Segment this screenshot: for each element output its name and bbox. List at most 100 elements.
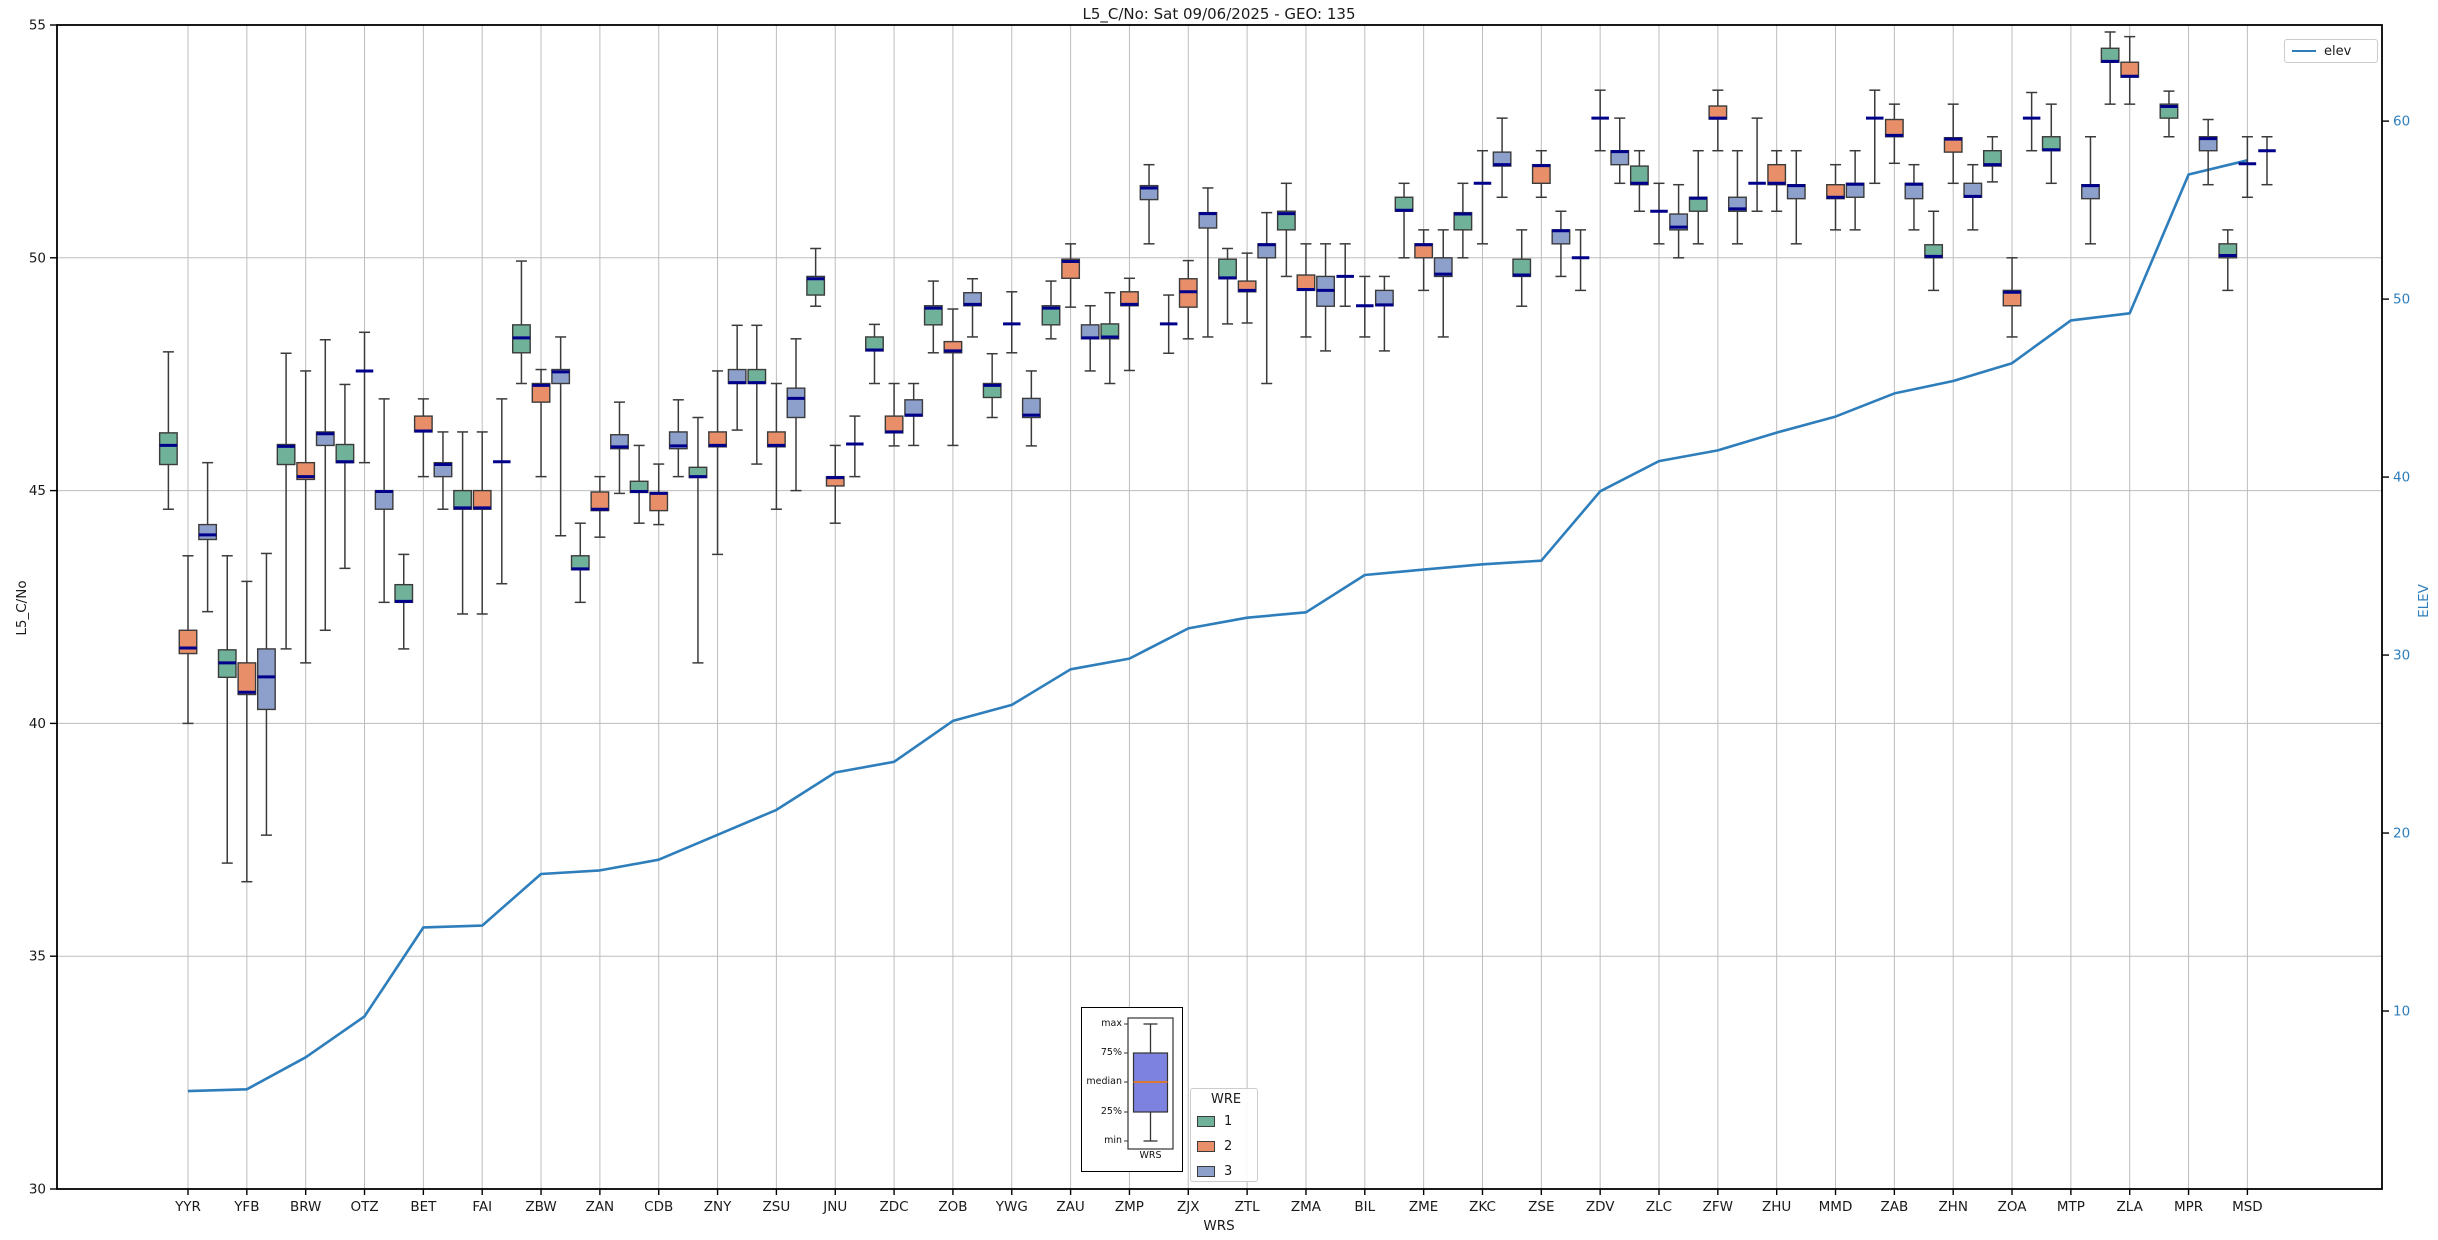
box-ZOA-wre1 (1982, 135, 2002, 183)
x-tick-ZLC: ZLC (1646, 1199, 1672, 1215)
box-BET-wre2 (413, 398, 433, 478)
box-MMD-wre3 (1845, 149, 1865, 231)
x-tick-MMD: MMD (1819, 1199, 1853, 1215)
wre-legend-row: 2 (1197, 1134, 1257, 1159)
x-tick-YWG: YWG (995, 1199, 1028, 1215)
x-axis-label: WRS (1203, 1218, 1235, 1234)
x-tick-ZAN: ZAN (586, 1199, 615, 1215)
y-tick-right: 30 (2393, 648, 2410, 664)
box-OTZ-wre3 (374, 398, 394, 604)
box-MMD-wre2 (1826, 163, 1845, 231)
box-YFB-wre3 (256, 552, 276, 836)
anatomy-75-label: 75% (1100, 1047, 1122, 1058)
box-ZTL-wre2 (1237, 252, 1257, 324)
y-axis-label-left: L5_C/No (14, 580, 30, 636)
box-YFB-wre2 (237, 580, 257, 883)
x-tick-ZMA: ZMA (1291, 1199, 1322, 1215)
box-ZBW-wre3 (551, 336, 571, 537)
box-ZTL-wre1 (1218, 247, 1237, 325)
anatomy-25-label: 25% (1100, 1106, 1122, 1117)
box-ZKC-wre2 (1473, 149, 1492, 245)
y-tick-left: 40 (29, 716, 46, 732)
box-YYR-wre2 (178, 555, 198, 725)
box-MSD-wre3 (2258, 135, 2276, 186)
box-ZMA-wre1 (1276, 182, 1296, 278)
y-tick-left: 50 (29, 250, 46, 266)
box-ZAB-wre1 (1866, 89, 1884, 185)
y-tick-right: 50 (2393, 292, 2410, 308)
elev-legend-label: elev (2324, 43, 2352, 59)
box-ZFW-wre3 (1727, 149, 1747, 245)
box-ZSE-wre1 (1512, 229, 1532, 307)
box-ZMP-wre3 (1139, 163, 1159, 245)
anatomy-xlabel: WRS (1139, 1150, 1162, 1161)
box-ZAU-wre2 (1061, 243, 1081, 308)
box-ZNY-wre1 (688, 416, 708, 664)
x-tick-ZNY: ZNY (704, 1199, 732, 1215)
wre-legend-row: 1 (1197, 1109, 1257, 1134)
box-ZAB-wre3 (1904, 163, 1924, 231)
box-FAI-wre2 (472, 431, 492, 615)
x-tick-JNU: JNU (822, 1199, 847, 1215)
box-ZMA-wre3 (1316, 243, 1336, 352)
elev-legend: elev (2284, 39, 2378, 63)
x-tick-ZOB: ZOB (938, 1199, 967, 1215)
anatomy-diagram (1124, 1017, 1174, 1150)
x-tick-ZSE: ZSE (1528, 1199, 1554, 1215)
wre-2-boxes (178, 35, 2257, 883)
x-tick-ZHU: ZHU (1762, 1199, 1791, 1215)
box-ZME-wre2 (1414, 229, 1434, 292)
x-tick-YFB: YFB (233, 1199, 259, 1215)
box-FAI-wre1 (453, 431, 473, 615)
y-tick-right: 10 (2393, 1004, 2410, 1020)
boxplot-anatomy-inset: max 75% median 25% min WRS (1081, 1007, 1183, 1172)
wre-1-swatch-icon (1197, 1116, 1215, 1127)
box-ZME-wre1 (1394, 182, 1414, 259)
box-FAI-wre3 (493, 398, 511, 585)
x-tick-CDB: CDB (644, 1199, 673, 1215)
box-ZAN-wre2 (590, 475, 610, 538)
x-tick-ZBW: ZBW (525, 1199, 556, 1215)
box-BIL-wre1 (1336, 243, 1354, 307)
box-ZNY-wre2 (708, 370, 728, 556)
box-ZBW-wre2 (531, 368, 551, 478)
box-BIL-wre3 (1374, 275, 1394, 352)
box-ZKC-wre3 (1492, 117, 1512, 199)
box-MPR-wre3 (2198, 118, 2218, 186)
box-CDB-wre2 (649, 463, 669, 526)
box-ZJX-wre2 (1178, 259, 1198, 340)
x-tick-ZTL: ZTL (1235, 1199, 1260, 1215)
box-ZMA-wre2 (1296, 243, 1316, 338)
wre-3-swatch-icon (1197, 1166, 1215, 1177)
box-MSD-wre1 (2218, 229, 2238, 292)
box-BET-wre3 (433, 431, 453, 510)
box-ZHU-wre2 (1767, 149, 1787, 212)
x-tick-MTP: MTP (2057, 1199, 2085, 1215)
box-ZHN-wre1 (1924, 210, 1944, 292)
box-ZSE-wre2 (1531, 149, 1551, 199)
box-ZAU-wre3 (1080, 305, 1100, 372)
x-tick-BIL: BIL (1354, 1199, 1375, 1215)
box-ZHN-wre2 (1943, 103, 1963, 185)
wre-legend-title: WRE (1211, 1092, 1242, 1107)
y-tick-right: 20 (2393, 826, 2410, 842)
box-ZAU-wre1 (1041, 280, 1061, 340)
box-BIL-wre2 (1356, 275, 1374, 338)
anatomy-median-label: median (1086, 1076, 1122, 1087)
box-YWG-wre1 (982, 352, 1002, 419)
box-ZDV-wre3 (1610, 117, 1630, 185)
box-CDB-wre3 (668, 399, 688, 478)
box-ZHN-wre3 (1963, 163, 1983, 231)
y-tick-left: 35 (29, 949, 46, 965)
box-ZNY-wre3 (727, 324, 747, 431)
chart-title: L5_C/No: Sat 09/06/2025 - GEO: 135 (1082, 5, 1356, 23)
x-tick-ZHN: ZHN (1938, 1199, 1968, 1215)
box-ZJX-wre3 (1198, 187, 1218, 338)
x-tick-ZFW: ZFW (1703, 1199, 1733, 1215)
x-tick-MSD: MSD (2232, 1199, 2263, 1215)
x-tick-YYR: YYR (174, 1199, 201, 1215)
box-OTZ-wre2 (355, 331, 374, 464)
box-ZSE-wre3 (1551, 210, 1571, 278)
